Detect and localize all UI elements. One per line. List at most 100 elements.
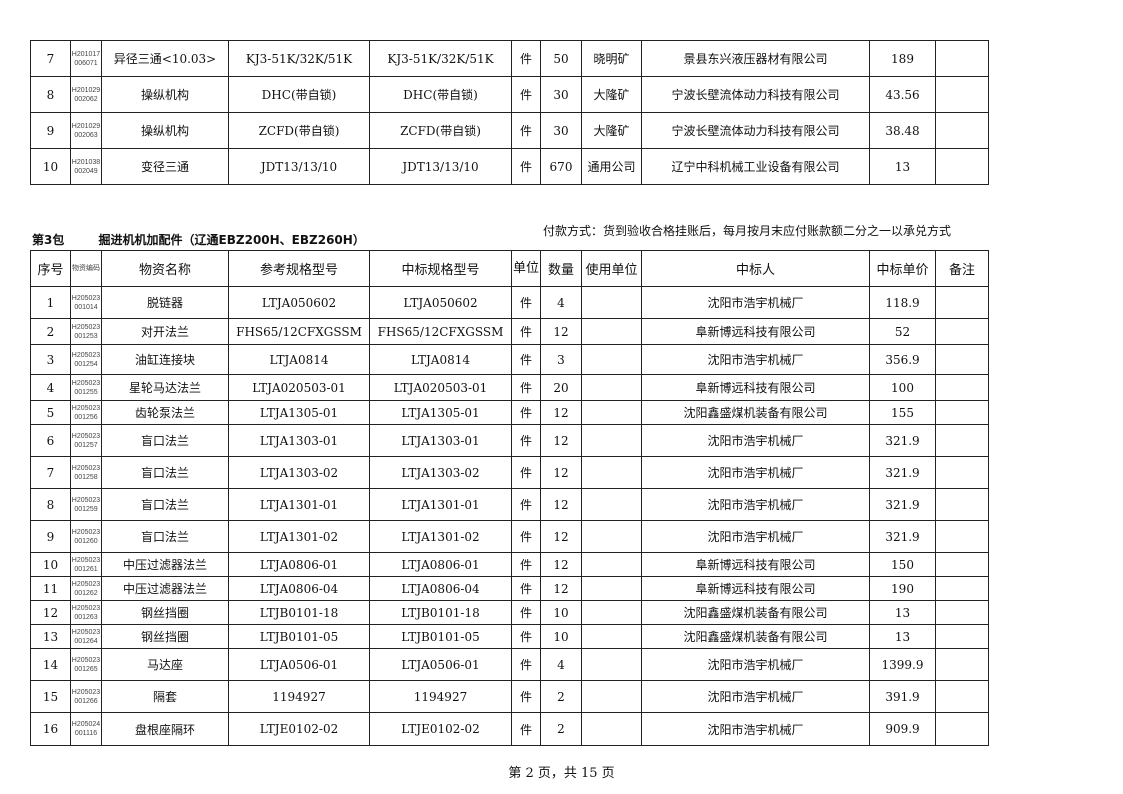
cell-user [581,712,642,746]
cell-winner: 辽宁中科机械工业设备有限公司 [641,148,870,185]
cell-user [581,520,642,553]
section-title: 第3包 掘进机机加配件（辽通EBZ200H、EBZ260H） [32,233,395,247]
cell-code: H205023 001014 [70,286,102,319]
table-row: 8 H201029 002062 操纵机构 DHC(带自锁) DHC(带自锁) 件 30 大隆… [30,76,989,113]
column-header: 使用单位 [581,250,642,287]
cell-unit: 件 [511,456,541,489]
cell-no: 6 [30,424,71,457]
column-header: 物资名称 [101,250,229,287]
column-header: 单位 [511,250,541,287]
cell-name: 盲口法兰 [101,424,229,457]
column-header: 序号 [30,250,71,287]
cell-user [581,552,642,577]
cell-qty: 50 [540,40,582,77]
cell-code: H205023 001256 [70,400,102,425]
cell-price: 150 [869,552,936,577]
cell-code: H205024 001116 [70,712,102,746]
cell-note [935,318,989,345]
cell-name: 变径三通 [101,148,229,185]
cell-ref: LTJB0101-05 [228,624,370,649]
cell-qty: 12 [540,318,582,345]
cell-price: 43.56 [869,76,936,113]
cell-code: H205023 001263 [70,600,102,625]
column-header: 参考规格型号 [228,250,370,287]
cell-no: 11 [30,576,71,601]
cell-qty: 12 [540,488,582,521]
cell-no: 10 [30,552,71,577]
cell-code: H205023 001262 [70,576,102,601]
cell-name: 钢丝挡圈 [101,600,229,625]
cell-winner: 宁波长壁流体动力科技有限公司 [641,112,870,149]
cell-code: H201029 002062 [70,76,102,113]
cell-unit: 件 [511,112,541,149]
cell-unit: 件 [511,148,541,185]
cell-spec: LTJB0101-18 [369,600,512,625]
cell-code: H205023 001265 [70,648,102,681]
table-row: 13 H205023 001264 钢丝挡圈 LTJB0101-05 LTJB0101-… [30,624,989,649]
table-row: 12 H205023 001263 钢丝挡圈 LTJB0101-18 LTJB0101-… [30,600,989,625]
cell-user [581,488,642,521]
cell-note [935,112,989,149]
cell-ref: LTJA1301-02 [228,520,370,553]
cell-price: 13 [869,624,936,649]
cell-user [581,424,642,457]
cell-spec: LTJA0806-04 [369,576,512,601]
cell-qty: 12 [540,456,582,489]
cell-price: 909.9 [869,712,936,746]
cell-qty: 12 [540,520,582,553]
cell-user [581,374,642,401]
cell-winner: 沈阳市浩宇机械厂 [641,424,870,457]
cell-no: 7 [30,456,71,489]
cell-winner: 阜新博远科技有限公司 [641,552,870,577]
cell-unit: 件 [511,318,541,345]
cell-note [935,520,989,553]
cell-note [935,424,989,457]
cell-price: 13 [869,148,936,185]
table-row: 4 H205023 001255 星轮马达法兰 LTJA020503-01 LTJA02… [30,374,989,401]
table-row: 14 H205023 001265 马达座 LTJA0506-01 LTJA0506-0… [30,648,989,681]
cell-spec: LTJA1301-02 [369,520,512,553]
cell-spec: LTJB0101-05 [369,624,512,649]
cell-no: 8 [30,76,71,113]
cell-no: 16 [30,712,71,746]
package-3-table: 序号 物资编码 物资名称 参考规格型号 中标规格型号 单位 数量 使用单位 中标人 中标单价 备注 1… [30,250,989,746]
cell-unit: 件 [511,400,541,425]
cell-user [581,456,642,489]
table-row: 9 H201029 002063 操纵机构 ZCFD(带自锁) ZCFD(带自锁) 件 30… [30,112,989,149]
cell-qty: 30 [540,76,582,113]
previous-package-table: 7 H201017 006071 异径三通<10.03> KJ3-51K/32K/51… [30,40,989,185]
cell-unit: 件 [511,374,541,401]
cell-note [935,456,989,489]
cell-no: 13 [30,624,71,649]
cell-ref: ZCFD(带自锁) [228,112,370,149]
cell-unit: 件 [511,76,541,113]
cell-qty: 30 [540,112,582,149]
cell-code: H205023 001266 [70,680,102,713]
cell-code: H205023 001254 [70,344,102,375]
cell-spec: LTJA0506-01 [369,648,512,681]
cell-unit: 件 [511,488,541,521]
cell-code: H205023 001253 [70,318,102,345]
cell-name: 操纵机构 [101,112,229,149]
cell-ref: LTJA0814 [228,344,370,375]
table-row: 5 H205023 001256 齿轮泵法兰 LTJA1305-01 LTJA1305-… [30,400,989,425]
cell-no: 3 [30,344,71,375]
cell-price: 321.9 [869,424,936,457]
cell-note [935,488,989,521]
table-row: 8 H205023 001259 盲口法兰 LTJA1301-01 LTJA1301-0… [30,488,989,521]
cell-spec: LTJE0102-02 [369,712,512,746]
package-title: 掘进机机加配件（辽通EBZ200H、EBZ260H） [98,233,365,247]
cell-user [581,624,642,649]
cell-unit: 件 [511,424,541,457]
cell-spec: LTJA050602 [369,286,512,319]
cell-spec: FHS65/12CFXGSSM [369,318,512,345]
column-header: 物资编码 [70,250,102,287]
cell-price: 321.9 [869,520,936,553]
cell-name: 齿轮泵法兰 [101,400,229,425]
cell-qty: 20 [540,374,582,401]
cell-spec: 1194927 [369,680,512,713]
cell-winner: 沈阳市浩宇机械厂 [641,456,870,489]
cell-ref: LTJA0806-01 [228,552,370,577]
cell-spec: ZCFD(带自锁) [369,112,512,149]
table-row: 3 H205023 001254 油缸连接块 LTJA0814 LTJA0814 件 3 沈阳… [30,344,989,375]
